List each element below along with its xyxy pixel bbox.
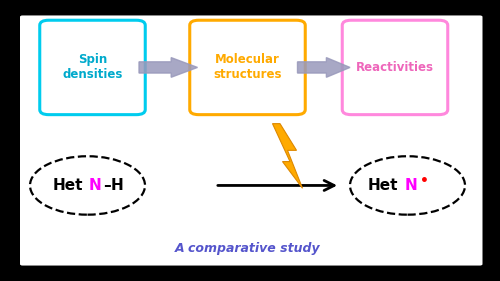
Text: N: N	[88, 178, 102, 193]
Text: Het: Het	[52, 178, 83, 193]
Polygon shape	[139, 58, 198, 77]
FancyBboxPatch shape	[40, 20, 145, 115]
Text: Spin
densities: Spin densities	[62, 53, 122, 81]
FancyBboxPatch shape	[342, 20, 448, 115]
Text: Molecular
structures: Molecular structures	[213, 53, 282, 81]
Text: Reactivities: Reactivities	[356, 61, 434, 74]
Text: Het: Het	[367, 178, 398, 193]
FancyBboxPatch shape	[20, 15, 482, 266]
Text: –: –	[102, 178, 110, 193]
Text: H: H	[111, 178, 124, 193]
Polygon shape	[272, 124, 302, 188]
Text: N: N	[404, 178, 417, 193]
FancyBboxPatch shape	[190, 20, 305, 115]
Text: •: •	[420, 174, 428, 188]
Text: A comparative study: A comparative study	[174, 242, 320, 255]
Polygon shape	[298, 58, 350, 77]
